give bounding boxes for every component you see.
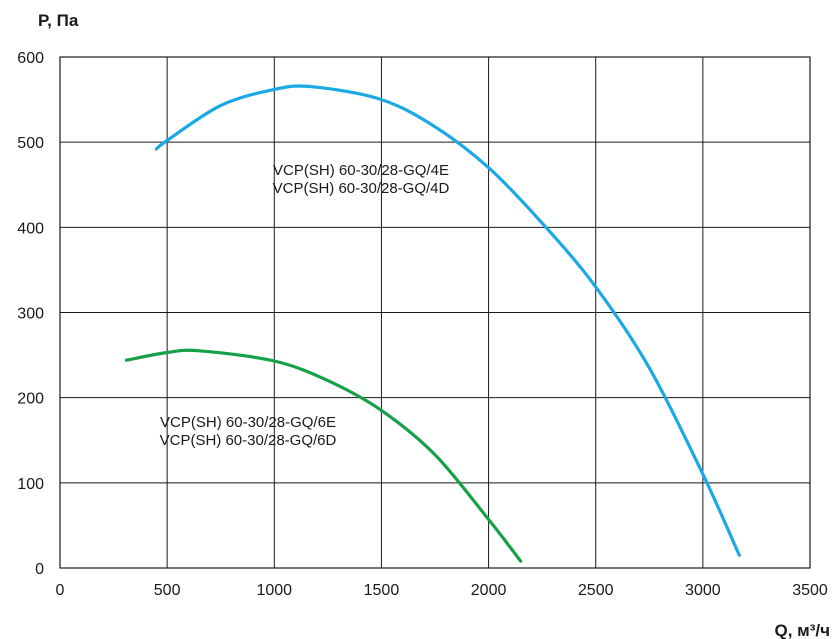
- y-tick-label: 600: [17, 50, 44, 67]
- y-tick-label: 200: [17, 391, 44, 408]
- x-tick-label: 0: [56, 582, 65, 599]
- x-tick-label: 500: [154, 582, 181, 599]
- x-tick-label: 3000: [685, 582, 721, 599]
- y-tick-label: 0: [35, 561, 44, 578]
- curve-annotation-line: VCP(SH) 60-30/28-GQ/6E: [160, 414, 336, 431]
- x-tick-label: 1500: [364, 582, 400, 599]
- annotation-layer: VCP(SH) 60-30/28-GQ/4E VCP(SH) 60-30/28-G…: [160, 162, 450, 449]
- series-6-pole-curve: [124, 348, 523, 563]
- series-4-pole-curve: [154, 84, 741, 557]
- y-axis-title: P, Па: [38, 11, 79, 30]
- curve-annotation-line: VCP(SH) 60-30/28-GQ/4D: [273, 180, 450, 197]
- y-tick-label: 500: [17, 135, 44, 152]
- x-axis-title: Q, м³/ч: [775, 621, 831, 639]
- curve-annotation-line: VCP(SH) 60-30/28-GQ/4E: [273, 162, 449, 179]
- curve-annotation-line: VCP(SH) 60-30/28-GQ/6D: [160, 432, 337, 449]
- curve-annotation: VCP(SH) 60-30/28-GQ/4E VCP(SH) 60-30/28-G…: [273, 162, 450, 197]
- y-tick-labels: 0 100 200 300 400 500 600: [17, 50, 44, 578]
- x-tick-label: 3500: [792, 582, 828, 599]
- x-tick-label: 2000: [471, 582, 507, 599]
- x-tick-labels: 0 500 1000 1500 2000 2500 3000 3500: [56, 582, 828, 599]
- y-tick-label: 100: [17, 476, 44, 493]
- series-layer: [124, 84, 741, 563]
- grid: [59, 56, 811, 569]
- x-tick-label: 2500: [578, 582, 614, 599]
- x-tick-label: 1000: [256, 582, 292, 599]
- curve-annotation: VCP(SH) 60-30/28-GQ/6E VCP(SH) 60-30/28-G…: [160, 414, 337, 449]
- plot-frame: [59, 56, 811, 569]
- y-tick-label: 300: [17, 306, 44, 323]
- y-tick-label: 400: [17, 220, 44, 237]
